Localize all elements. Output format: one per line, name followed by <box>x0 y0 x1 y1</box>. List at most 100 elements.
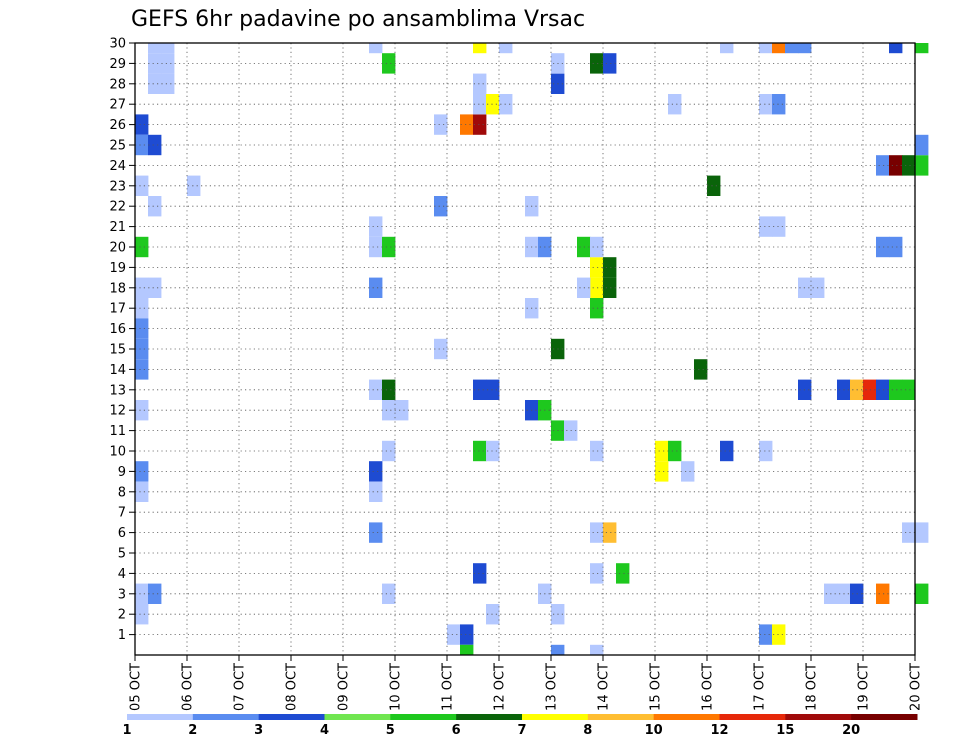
precip-cell <box>135 298 149 319</box>
legend-color-swatch <box>456 714 523 720</box>
precip-cell <box>486 379 500 400</box>
y-tick-label: 29 <box>109 57 126 72</box>
precip-cell <box>798 43 812 54</box>
precip-cell <box>369 481 383 502</box>
y-tick-label: 5 <box>118 547 126 562</box>
precip-cell <box>694 359 708 380</box>
precip-cell <box>876 379 890 400</box>
precip-cell <box>772 624 786 645</box>
x-tick-label: 19 OCT <box>857 663 872 711</box>
legend-color-swatch <box>785 714 852 720</box>
precip-cell <box>161 73 175 94</box>
precip-cell <box>499 43 513 54</box>
precip-cell <box>915 134 929 156</box>
legend-level-label: 4 <box>320 723 329 738</box>
precip-cell <box>603 522 617 543</box>
precip-cell <box>161 53 175 74</box>
precip-cell <box>707 175 721 196</box>
precip-cell <box>473 73 487 94</box>
legend-level-label: 20 <box>842 723 860 738</box>
x-tick-label: 09 OCT <box>337 663 352 711</box>
x-tick-label: 11 OCT <box>441 663 456 711</box>
precip-cell <box>148 43 162 54</box>
precip-cell <box>863 379 877 400</box>
precip-cell <box>369 522 383 543</box>
precip-cell <box>655 440 669 462</box>
precip-cell <box>382 53 396 74</box>
y-tick-label: 17 <box>109 302 126 317</box>
precip-cell <box>382 236 396 258</box>
precip-cell <box>889 236 903 258</box>
precip-cell <box>876 155 890 176</box>
precip-cell <box>382 440 396 462</box>
y-tick-label: 19 <box>109 261 126 276</box>
precip-cell <box>135 114 149 135</box>
precip-cell <box>603 53 617 74</box>
legend-color-swatch <box>127 714 194 720</box>
y-tick-label: 10 <box>109 445 126 460</box>
y-axis-ticks: 1234567891011121314151617181920212223242… <box>109 37 135 643</box>
y-tick-label: 18 <box>109 281 126 296</box>
precip-cell <box>473 440 487 462</box>
precip-cell <box>369 277 383 298</box>
precip-cell <box>135 461 149 482</box>
precip-cell <box>759 440 773 462</box>
precip-cell <box>486 604 500 625</box>
precip-cell <box>720 43 734 54</box>
precip-cell <box>148 73 162 94</box>
x-tick-label: 06 OCT <box>181 663 196 711</box>
precip-cell <box>902 155 916 176</box>
x-tick-label: 12 OCT <box>493 663 508 711</box>
precip-cell <box>590 563 604 584</box>
precip-cell <box>369 379 383 400</box>
y-tick-label: 21 <box>109 220 126 235</box>
precip-cell <box>434 196 448 217</box>
plot-frame <box>134 42 916 656</box>
precip-cell <box>655 461 669 482</box>
precip-cell <box>577 277 591 298</box>
precip-cell <box>915 43 929 54</box>
color-legend: 1 2 3 4 5 6 7 8 10 12 15 20 <box>122 714 918 738</box>
precip-cell <box>590 440 604 462</box>
precip-cell <box>590 53 604 74</box>
grid-lines <box>135 42 915 655</box>
precip-cell <box>148 277 162 298</box>
legend-color-swatch <box>390 714 457 720</box>
y-tick-label: 26 <box>109 118 126 133</box>
precip-cell <box>668 440 682 462</box>
legend-color-swatch <box>653 714 720 720</box>
legend-level-label: 6 <box>452 723 461 738</box>
legend-color-swatch <box>192 714 260 720</box>
y-tick-label: 6 <box>118 526 126 541</box>
precip-cell <box>603 257 617 278</box>
legend-level-label: 15 <box>776 723 794 738</box>
legend-color-swatch <box>522 714 589 720</box>
chart-title: GEFS 6hr padavine po ansamblima Vrsac <box>131 7 585 32</box>
precip-cell <box>135 604 149 625</box>
legend-color-swatch <box>324 714 391 720</box>
precip-cell <box>187 175 201 196</box>
x-tick-label: 08 OCT <box>285 663 300 711</box>
precip-cell <box>915 522 929 543</box>
legend-color-swatch <box>719 714 786 720</box>
precip-cell <box>876 583 890 604</box>
y-tick-label: 15 <box>109 343 126 358</box>
precip-cell <box>369 461 383 482</box>
precip-cell <box>395 400 409 421</box>
y-tick-label: 4 <box>118 567 126 582</box>
precip-cell <box>759 43 773 54</box>
precip-cell <box>473 379 487 400</box>
precip-cell <box>668 94 682 115</box>
precip-cell <box>785 43 799 54</box>
precip-cell <box>720 440 734 462</box>
precip-cell <box>902 379 916 400</box>
precip-cell <box>486 440 500 462</box>
x-tick-label: 15 OCT <box>649 663 664 711</box>
y-tick-label: 24 <box>109 159 126 174</box>
precip-cell <box>590 298 604 319</box>
y-tick-label: 3 <box>118 587 126 602</box>
precip-cell <box>590 277 604 298</box>
precip-cell <box>135 338 149 360</box>
precip-cell <box>915 583 929 604</box>
